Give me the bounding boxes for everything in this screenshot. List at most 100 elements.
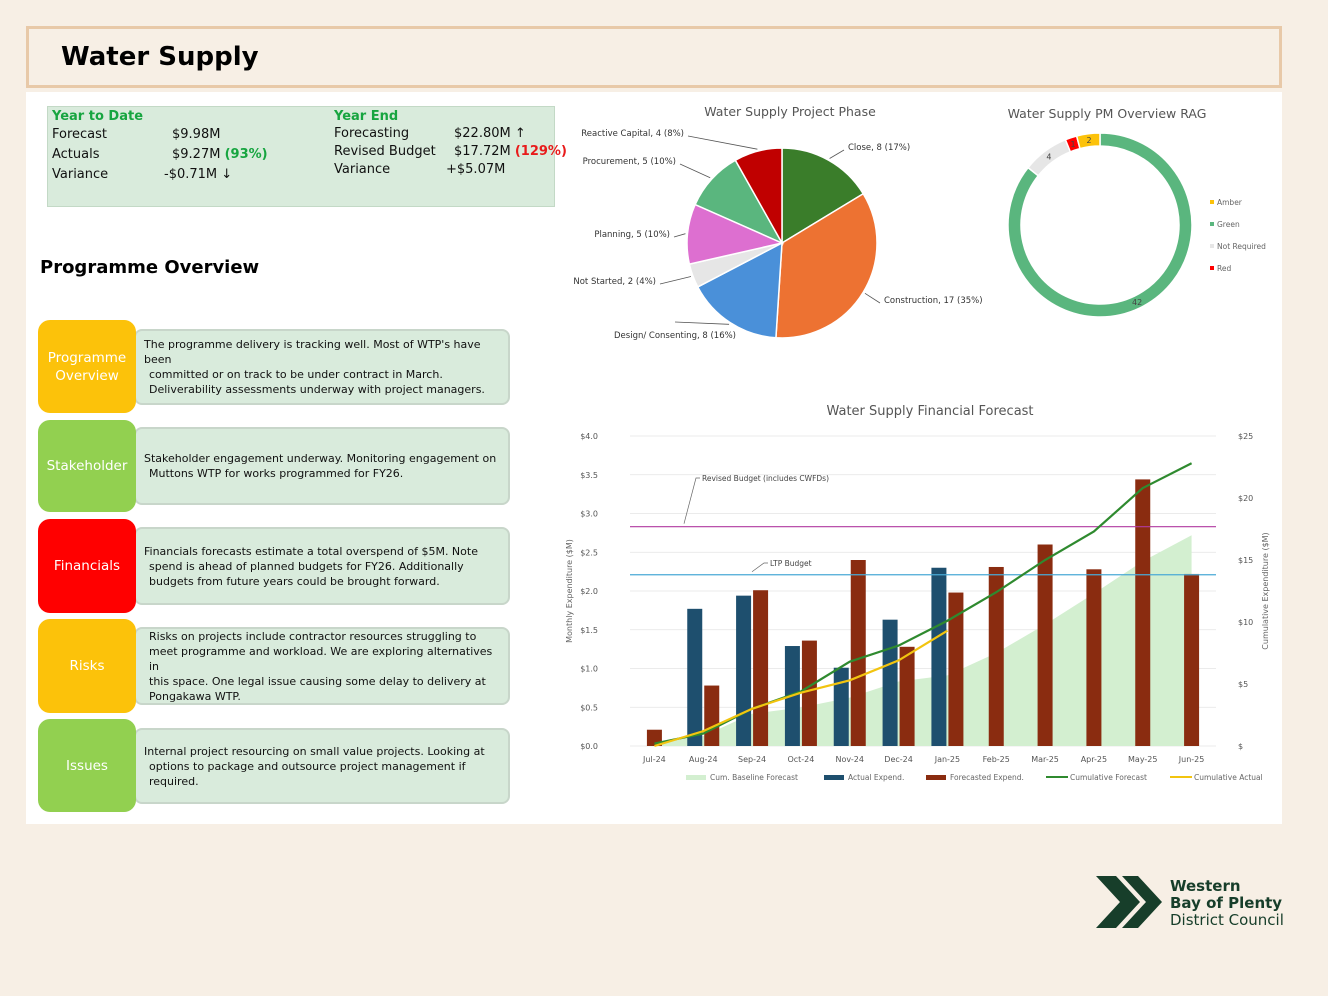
ytd-actuals-label: Actuals xyxy=(52,147,100,162)
financial-forecast-chart: $0.0 $0.5 $1.0 $1.5 $2.0 $2.5 $3.0 $3.5 $4.0 $ $5 $… xyxy=(565,432,1270,782)
x-tick-label: Jul-24 xyxy=(642,755,666,764)
x-tick-label: Mar-25 xyxy=(1031,755,1059,764)
logo-line-3: District Council xyxy=(1170,911,1284,929)
legend-label: Actual Expend. xyxy=(848,773,904,782)
y-tick-label: $1.0 xyxy=(580,665,598,674)
x-tick-label: Dec-24 xyxy=(884,755,913,764)
card-body: Risks on projects include contractor res… xyxy=(134,627,510,705)
card-line: Stakeholder engagement underway. Monitor… xyxy=(144,452,497,465)
pie-leader-line xyxy=(864,292,881,304)
pie-slice-construction xyxy=(775,192,878,339)
ye-forecasting-value: $22.80M ↑ xyxy=(454,126,526,141)
ytd-variance-label: Variance xyxy=(52,167,109,182)
ye-variance-label: Variance xyxy=(334,162,391,177)
legend-swatch xyxy=(686,775,706,780)
donut-segment-amber xyxy=(1075,132,1101,150)
y2-tick-label: $25 xyxy=(1238,432,1253,441)
bar-actual-sep-24 xyxy=(736,595,752,746)
card-label: Risks xyxy=(38,619,136,713)
ytd-variance-row: Variance -$0.71M ↓ xyxy=(52,165,322,185)
year-end-summary: Year End Forecasting $22.80M ↑ Revised B… xyxy=(334,107,567,179)
pie-leader-line xyxy=(673,233,686,238)
y-tick-label: $3.5 xyxy=(580,471,598,480)
bar-forecast-sep-24 xyxy=(753,590,769,746)
card-line: Pongakawa WTP. xyxy=(149,689,241,703)
donut-data-label: 4 xyxy=(1046,152,1051,161)
y2-axis-label: Cumulative Expenditure ($M) xyxy=(1261,532,1270,649)
y2-tick-label: $20 xyxy=(1238,494,1253,503)
ye-forecasting-label: Forecasting xyxy=(334,126,410,141)
pie-leader-line xyxy=(679,163,711,179)
cum-baseline-area xyxy=(654,535,1192,746)
ytd-heading: Year to Date xyxy=(52,109,144,124)
financial-summary: Year to Date Forecast $9.98M Actuals $9.… xyxy=(47,106,567,207)
project-phase-pie-chart: Close, 8 (17%) Construction, 17 (35%) Desi… xyxy=(573,129,982,341)
legend-swatch xyxy=(926,775,946,780)
reference-line-leader xyxy=(751,562,768,573)
y-tick-label: $0.5 xyxy=(580,703,598,712)
logo-text: Western Bay of Plenty District Council xyxy=(1170,878,1284,929)
y-tick-label: $4.0 xyxy=(580,432,598,441)
card-label: Issues xyxy=(38,719,136,812)
bar-forecast-jun-25 xyxy=(1184,573,1200,746)
bar-actual-jan-25 xyxy=(931,567,947,746)
pie-leader-line xyxy=(674,321,730,325)
donut-data-label: 2 xyxy=(1087,136,1092,145)
pie-data-label: Reactive Capital, 4 (8%) xyxy=(581,129,684,139)
pie-data-label: Not Started, 2 (4%) xyxy=(573,277,656,287)
bar-actual-nov-24 xyxy=(833,667,849,746)
bar-actual-aug-24 xyxy=(687,608,703,746)
card-line: this space. One legal issue causing some… xyxy=(149,674,486,688)
ytd-variance-value: -$0.71M ↓ xyxy=(164,167,233,182)
bar-forecast-nov-24 xyxy=(850,560,866,746)
reference-line-label: LTP Budget xyxy=(770,559,812,568)
donut-legend-swatch xyxy=(1210,200,1214,204)
card-body: The programme delivery is tracking well.… xyxy=(134,329,510,405)
card-line: meet programme and workload. We are expl… xyxy=(149,644,493,673)
y2-tick-label: $ xyxy=(1238,742,1243,751)
donut-legend-swatch xyxy=(1210,244,1214,248)
ye-forecasting-row: Forecasting $22.80M ↑ xyxy=(334,125,554,143)
card-line: budgets from future years could be broug… xyxy=(149,574,440,588)
ytd-forecast-label: Forecast xyxy=(52,127,108,142)
pie-data-label: Planning, 5 (10%) xyxy=(594,230,670,240)
donut-data-label: 1 xyxy=(1071,140,1076,149)
page-title: Water Supply xyxy=(61,42,259,72)
card-line: spend is ahead of planned budgets for FY… xyxy=(149,559,464,573)
y2-tick-label: $5 xyxy=(1238,680,1248,689)
ye-variance-value: +$5.07M xyxy=(446,162,506,177)
bar-forecast-jan-25 xyxy=(948,592,964,746)
card-line: Risks on projects include contractor res… xyxy=(149,629,477,643)
ye-revised-budget-value: $17.72M xyxy=(454,144,511,159)
bar-forecast-oct-24 xyxy=(801,640,817,746)
pie-data-label: Procurement, 5 (10%) xyxy=(583,157,676,167)
donut-legend-label: Amber xyxy=(1217,198,1243,207)
card-body: Internal project resourcing on small val… xyxy=(134,728,510,804)
card-label: Financials xyxy=(38,519,136,613)
y-tick-label: $3.0 xyxy=(580,510,598,519)
bar-forecast-mar-25 xyxy=(1037,544,1053,746)
card-body: Stakeholder engagement underway. Monitor… xyxy=(134,427,510,505)
x-tick-label: Sep-24 xyxy=(738,755,766,764)
donut-legend-label: Red xyxy=(1217,264,1231,273)
x-tick-label: Jun-25 xyxy=(1178,755,1205,764)
card-line: Deliverability assessments underway with… xyxy=(149,383,485,396)
bar-forecast-aug-24 xyxy=(704,685,720,746)
ye-variance-row: Variance +$5.07M xyxy=(334,161,554,179)
card-line: required. xyxy=(149,774,199,788)
bar-actual-dec-24 xyxy=(882,619,898,746)
legend-label: Cum. Baseline Forecast xyxy=(710,773,798,782)
pie-leader-line xyxy=(829,149,845,159)
pie-leader-line xyxy=(659,276,692,285)
logo-mark-icon xyxy=(1096,876,1162,928)
bar-forecast-feb-25 xyxy=(988,566,1004,746)
reference-line-label: Revised Budget (includes CWFDs) xyxy=(702,474,829,483)
donut-legend-label: Not Required xyxy=(1217,242,1266,251)
ye-revised-budget-percent: (129%) xyxy=(514,144,567,159)
financial-chart-title: Water Supply Financial Forecast xyxy=(826,404,1034,419)
ytd-actuals-value: $9.27M xyxy=(172,147,221,162)
x-tick-label: Jan-25 xyxy=(934,755,960,764)
donut-chart-title: Water Supply PM Overview RAG xyxy=(1007,106,1207,121)
donut-legend-swatch xyxy=(1210,222,1214,226)
bar-forecast-may-25 xyxy=(1135,479,1151,746)
